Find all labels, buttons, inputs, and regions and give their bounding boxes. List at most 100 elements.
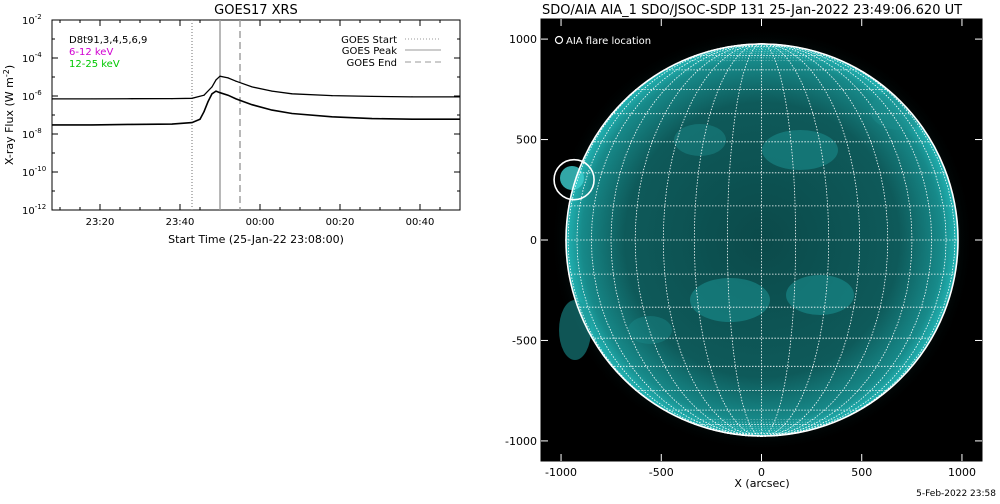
goes-data-point <box>331 116 333 118</box>
goes-data-point <box>411 118 413 120</box>
aia-xtick-label: -500 <box>649 466 674 479</box>
aia-xlabel: X (arcsec) <box>734 477 789 490</box>
aia-title: SDO/AIA AIA_1 SDO/JSOC-SDP 131 25-Jan-20… <box>542 3 962 18</box>
goes-xlabel: Start Time (25-Jan-22 23:08:00) <box>168 233 344 246</box>
longitude-line <box>634 43 762 437</box>
legend-goes-start: GOES Start <box>341 35 397 46</box>
goes-data-point <box>52 124 53 126</box>
aia-ytick-label: 1000 <box>509 33 537 46</box>
longitude-line <box>610 43 762 437</box>
goes-data-point <box>207 101 209 103</box>
goes-band-label-low: 6-12 keV <box>69 47 113 58</box>
goes-data-point <box>371 95 373 98</box>
longitude-line <box>761 43 933 437</box>
goes-data-point <box>203 94 205 96</box>
footer-date: 5-Feb-2022 23:58 <box>916 489 996 499</box>
longitude-line <box>761 43 830 437</box>
aia-y-axis: 1000 500 0 -500 -1000 <box>505 33 982 448</box>
longitude-line <box>761 43 796 437</box>
goes-data-point <box>52 98 53 100</box>
goes-data-point <box>131 123 133 126</box>
goes-xtick-label: 00:00 <box>246 217 275 228</box>
goes-data-point <box>251 86 253 88</box>
aia-ytick-label: -500 <box>512 334 537 347</box>
goes-ytick-label: 10-12 <box>22 203 46 217</box>
goes-data-point <box>215 79 217 81</box>
goes-data-point <box>131 98 133 100</box>
goes-data-point <box>91 124 93 126</box>
goes-y-axis: 10-2 10-4 10-6 10-8 10-10 10-12 <box>22 13 460 217</box>
goes-data-point <box>291 112 293 115</box>
goes-data-point <box>459 118 460 120</box>
goes-data-point <box>331 94 333 97</box>
aia-image-panel: SDO/AIA AIA_1 SDO/JSOC-SDP 131 25-Jan-20… <box>505 3 996 499</box>
goes-legend: GOES Start GOES Peak GOES End <box>341 35 441 69</box>
goes-ytick-label: 10-10 <box>22 165 46 179</box>
goes-xrs-chart: GOES17 XRS 10-2 10-4 10-6 10-8 10-10 10-12 23… <box>2 3 461 246</box>
goes-data-point <box>271 109 273 111</box>
goes-data-point <box>91 98 93 100</box>
goes-data-point <box>251 104 253 106</box>
goes-data-point <box>191 97 193 99</box>
longitude-line <box>590 43 762 437</box>
goes-data-point <box>171 97 173 100</box>
goes-data-point <box>411 96 413 98</box>
goes-xtick-label: 00:40 <box>406 217 435 228</box>
goes-data-point <box>191 121 193 124</box>
goes-data-point <box>235 98 237 100</box>
goes-data-point <box>203 111 205 113</box>
goes-ytick-label: 10-4 <box>22 51 42 65</box>
goes-data-point <box>291 93 293 95</box>
goes-data-point <box>211 86 213 88</box>
goes-data-point <box>271 90 273 92</box>
goes-detector-label: D8t91,3,4,5,6,9 <box>69 35 147 46</box>
goes-ytick-label: 10-6 <box>22 89 42 103</box>
longitude-line <box>662 43 762 437</box>
legend-goes-peak: GOES Peak <box>342 46 397 57</box>
flare-legend-symbol <box>554 35 564 45</box>
goes-data-point <box>235 80 237 82</box>
goes-xtick-label: 23:40 <box>166 217 195 228</box>
legend-goes-end: GOES End <box>347 58 397 69</box>
aia-xtick-label: -1000 <box>545 466 577 479</box>
goes-data-point <box>215 90 217 92</box>
longitude-line <box>727 43 762 437</box>
goes-data-point <box>227 94 229 96</box>
aia-image: AIA flare location <box>541 19 982 461</box>
longitude-line <box>761 43 913 437</box>
goes-data-point <box>211 93 213 95</box>
aia-xtick-label: 500 <box>851 466 872 479</box>
goes-data-point <box>199 118 201 120</box>
flare-brightening <box>560 166 584 190</box>
goes-xtick-label: 00:20 <box>326 217 355 228</box>
aia-x-axis: -1000 -500 0 500 1000 <box>545 19 976 479</box>
goes-event-lines <box>191 20 241 210</box>
goes-ytick-label: 10-2 <box>22 13 42 27</box>
goes-curves <box>52 75 460 126</box>
goes-series-line-high-band <box>52 90 460 126</box>
longitude-line <box>693 43 762 437</box>
goes-ylabel: X-ray Flux (W m-2) <box>2 65 16 165</box>
goes-series-line-low-band <box>52 75 460 100</box>
goes-title: GOES17 XRS <box>214 3 298 18</box>
limb-loop-west <box>559 300 591 360</box>
goes-ytick-label: 10-8 <box>22 127 42 141</box>
aia-flare-location-marker <box>553 158 595 201</box>
aia-xtick-label: 1000 <box>948 466 976 479</box>
goes-data-point <box>371 117 373 120</box>
longitude-line <box>761 43 861 437</box>
aia-ytick-label: 0 <box>530 234 537 247</box>
goes-band-label-high: 12-25 keV <box>69 59 120 70</box>
goes-xtick-label: 23:20 <box>86 217 115 228</box>
flare-legend-label: AIA flare location <box>566 36 651 47</box>
longitude-line <box>761 43 947 437</box>
longitude-line <box>576 43 762 437</box>
goes-data-point <box>227 77 229 79</box>
aia-ytick-label: -1000 <box>505 435 537 448</box>
goes-data-point <box>219 92 221 94</box>
goes-data-point <box>219 75 221 77</box>
aia-ytick-label: 500 <box>516 134 537 147</box>
goes-data-point <box>459 96 460 98</box>
